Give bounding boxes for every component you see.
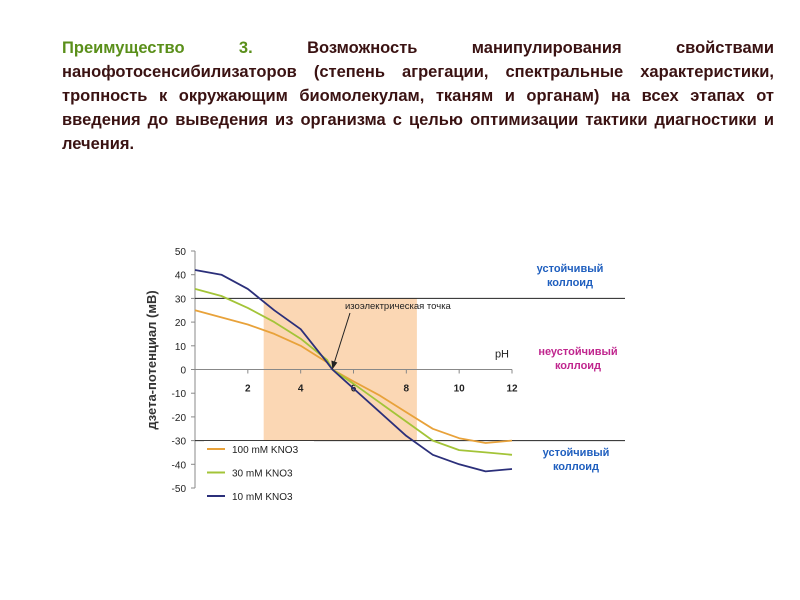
y-tick-label: 10 — [175, 342, 187, 353]
y-tick-label: 40 — [175, 271, 187, 282]
y-tick-label: 50 — [175, 247, 187, 258]
y-tick-label: -40 — [172, 460, 187, 471]
legend-entry-bg — [204, 464, 314, 480]
x-tick-label: 10 — [454, 384, 466, 395]
zone-label-unstable: неустойчивый коллоид — [538, 346, 618, 372]
legend-entry-bg — [204, 441, 314, 456]
series-line — [194, 309, 513, 444]
x-tick-label: 12 — [506, 384, 518, 395]
isoelectric-point-annotation: изоэлектрическая точка — [345, 301, 452, 312]
x-tick-label: 2 — [245, 384, 251, 395]
heading-body: Возможность манипулирования свойствами н… — [62, 39, 774, 153]
annotation-arrow — [332, 312, 351, 366]
y-tick-label: -10 — [172, 389, 187, 400]
legend-label: 100 mM KNO3 — [232, 445, 299, 456]
slide-heading: Преимущество 3. Возможность манипулирова… — [62, 36, 774, 156]
y-tick-label: 20 — [175, 318, 187, 329]
series-line — [194, 288, 513, 456]
y-tick-label: -20 — [172, 413, 187, 424]
y-axis-label: дзета-потенциал (мВ) — [144, 290, 159, 429]
zone-label-stable-bottom: устойчивый коллоид — [542, 447, 610, 473]
y-tick-label: 0 — [180, 366, 186, 377]
y-tick-label: -30 — [172, 437, 187, 448]
threshold-group — [195, 297, 625, 442]
zone-label-stable-top: устойчивый коллоид — [536, 263, 604, 289]
legend-label: 10 mM KNO3 — [232, 492, 293, 503]
heading-lead: Преимущество 3. — [62, 39, 253, 57]
legend-group: 100 mM KNO3 30 mM KNO3 10 mM KNO3 — [204, 441, 314, 503]
x-axis-label: pH — [495, 349, 509, 361]
x-tick-label: 4 — [298, 384, 304, 395]
annotation-arrowhead — [331, 360, 338, 370]
series-line — [194, 269, 513, 473]
legend-label: 30 mM KNO3 — [232, 469, 293, 480]
annotation-group: изоэлектрическая точка — [331, 301, 452, 370]
y-tick-label: 30 — [175, 294, 187, 305]
x-tick-label: 8 — [404, 384, 410, 395]
series-group — [194, 269, 513, 473]
legend-entry-bg — [204, 488, 314, 503]
y-tick-label: -50 — [172, 484, 187, 495]
